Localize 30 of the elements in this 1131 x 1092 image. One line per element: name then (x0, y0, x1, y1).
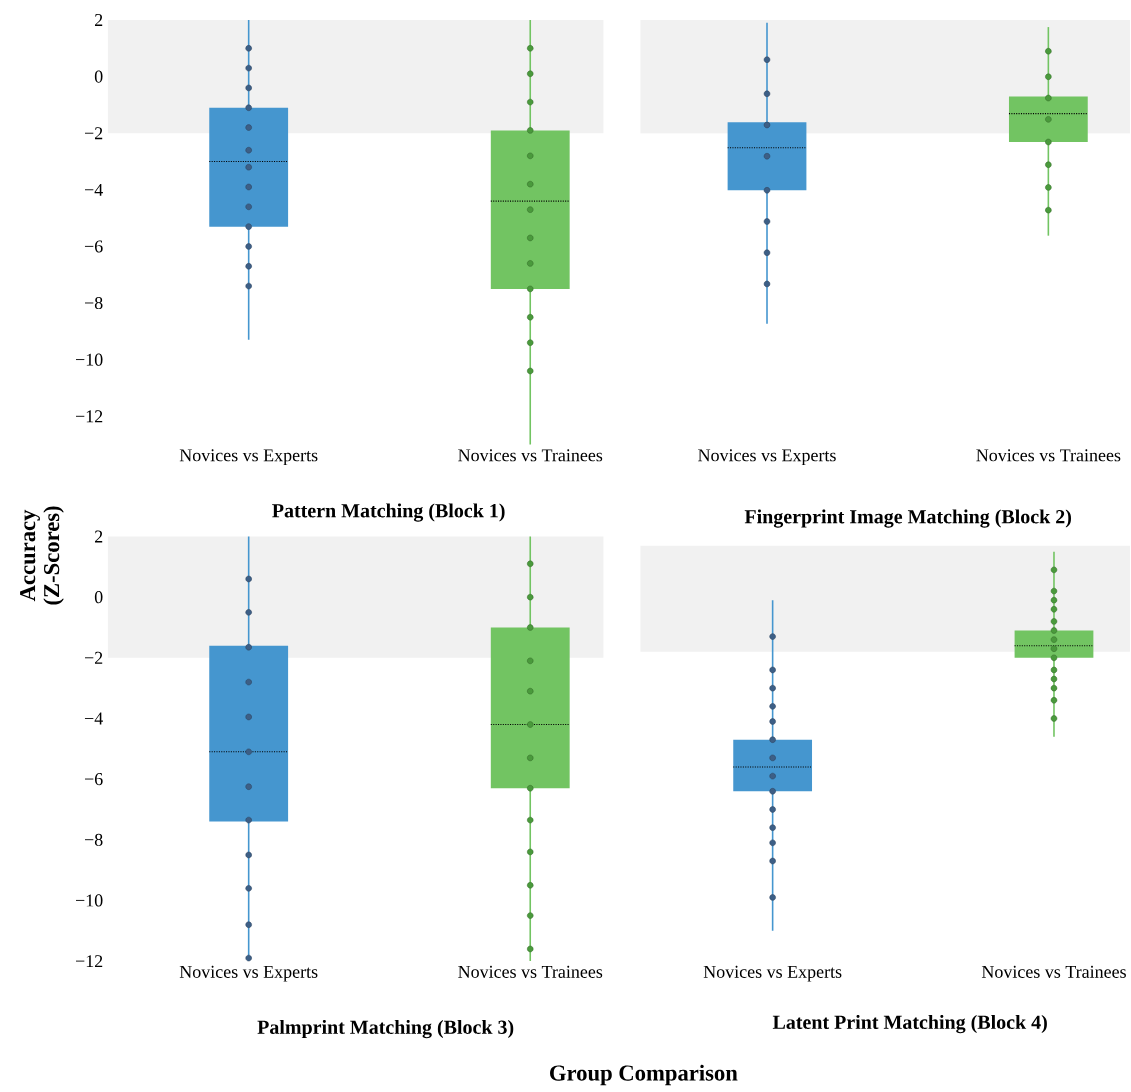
y-tick-label: −8 (84, 833, 103, 846)
y-tick-label: 0 (94, 70, 103, 83)
y-tick-label: 0 (94, 591, 103, 604)
y-axis-title: Accuracy (Z-Scores) (20, 506, 64, 605)
y-tick-label: −6 (84, 240, 103, 253)
x-tick-label: Novices vs Trainees (458, 965, 603, 978)
x-tick-label: Novices vs Experts (698, 449, 836, 466)
y-tick-label: −4 (84, 712, 103, 725)
y-tick-label: −2 (84, 651, 103, 664)
text: Fingerprint Image Matching (Block 2) (744, 509, 1071, 528)
x-tick-label: Novices vs Experts (179, 449, 318, 466)
y-tick-label: −10 (75, 353, 103, 366)
text: Latent Print Matching (Block 4) (772, 1014, 1047, 1034)
x-tick-label: Novices vs Trainees (981, 965, 1126, 978)
y-tick-label: 2 (95, 530, 103, 543)
x-tick-label: Novices vs Trainees (976, 449, 1121, 462)
y-tick-label: 2 (95, 14, 103, 26)
y-tick-label: −2 (84, 127, 103, 140)
x-tick-label: Novices vs Trainees (458, 449, 603, 462)
y-tick-label: −12 (75, 955, 103, 968)
x-tick-label: Novices vs Experts (179, 965, 318, 982)
y-tick-label: −4 (84, 183, 103, 196)
text: Palmprint Matching (Block 3) (257, 1019, 514, 1039)
x-axis-title: Group Comparison (550, 1064, 738, 1086)
y-tick-label: −12 (75, 410, 103, 423)
y-tick-label: −10 (75, 894, 103, 907)
y-tick-label: −8 (84, 296, 103, 310)
x-tick-label: Novices vs Experts (703, 965, 842, 982)
text: Pattern Matching (Block 1) (272, 503, 505, 522)
y-tick-label: −6 (84, 773, 103, 786)
